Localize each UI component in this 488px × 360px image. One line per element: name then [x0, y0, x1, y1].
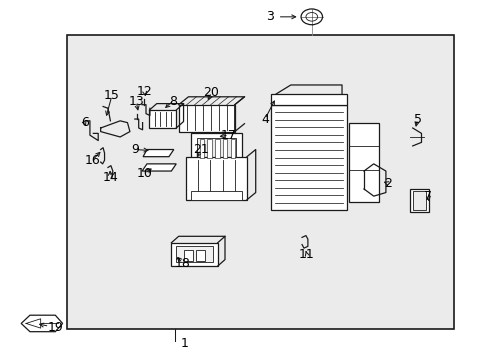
Bar — [190, 191, 242, 200]
Text: 4: 4 — [261, 113, 268, 126]
Bar — [185, 157, 246, 200]
Bar — [183, 250, 193, 261]
Bar — [178, 105, 234, 132]
Bar — [271, 94, 346, 105]
Text: 13: 13 — [128, 95, 144, 108]
Text: 16: 16 — [84, 154, 100, 167]
Text: 14: 14 — [102, 171, 118, 184]
Bar — [215, 139, 219, 158]
Bar — [149, 110, 176, 128]
Text: 2: 2 — [384, 177, 391, 190]
Bar — [196, 138, 236, 159]
Bar — [412, 191, 426, 211]
Text: 9: 9 — [131, 143, 139, 156]
Bar — [190, 134, 242, 164]
Bar — [66, 35, 453, 329]
Bar — [207, 139, 211, 158]
Bar — [171, 243, 217, 266]
Text: 12: 12 — [136, 85, 152, 98]
Bar — [348, 123, 378, 202]
Text: 18: 18 — [174, 257, 190, 270]
Text: 20: 20 — [203, 86, 219, 99]
Text: 7: 7 — [424, 190, 431, 203]
Text: 5: 5 — [413, 113, 421, 126]
Bar — [199, 139, 203, 158]
Text: 6: 6 — [81, 116, 88, 129]
Polygon shape — [143, 149, 173, 157]
Bar — [176, 246, 212, 262]
Bar — [271, 105, 346, 211]
Text: 1: 1 — [181, 337, 188, 350]
Text: 15: 15 — [104, 89, 120, 102]
Text: 10: 10 — [136, 167, 152, 180]
Bar — [230, 139, 235, 158]
Bar — [223, 139, 227, 158]
Circle shape — [305, 13, 317, 21]
Polygon shape — [21, 315, 62, 332]
Bar — [195, 250, 205, 261]
Circle shape — [301, 9, 322, 25]
Text: 17: 17 — [221, 129, 236, 142]
Text: 21: 21 — [192, 143, 208, 156]
Text: 11: 11 — [299, 248, 314, 261]
Bar — [409, 189, 428, 212]
Text: 19: 19 — [48, 321, 63, 334]
Text: 3: 3 — [265, 10, 273, 23]
Text: 8: 8 — [168, 95, 177, 108]
Polygon shape — [142, 164, 176, 171]
